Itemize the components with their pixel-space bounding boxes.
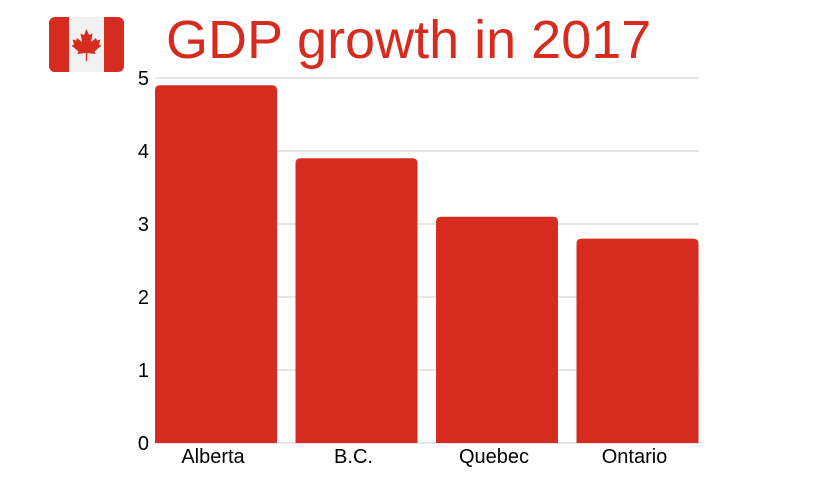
canada-flag-icon bbox=[49, 17, 124, 72]
flag-left-band bbox=[49, 17, 69, 72]
y-tick-label: 1 bbox=[138, 360, 149, 382]
y-tick-label: 5 bbox=[138, 68, 149, 90]
y-tick-label: 4 bbox=[138, 141, 149, 163]
y-axis-ticks: 0 1 2 3 4 5 bbox=[138, 68, 149, 455]
flag-right-band bbox=[104, 17, 124, 72]
bar-quebec bbox=[436, 216, 558, 443]
x-tick-label: Alberta bbox=[181, 446, 245, 468]
bars bbox=[155, 85, 699, 444]
chart-title: GDP growth in 2017 bbox=[166, 10, 652, 70]
y-tick-label: 0 bbox=[138, 433, 149, 455]
maple-leaf-icon bbox=[71, 29, 102, 61]
bar-b-c bbox=[295, 158, 418, 444]
x-axis-ticks: Alberta B.C. Quebec Ontario bbox=[181, 446, 667, 468]
x-tick-label: Quebec bbox=[459, 446, 529, 468]
x-tick-label: B.C. bbox=[334, 446, 373, 468]
bar-ontario bbox=[576, 238, 699, 443]
bar-alberta bbox=[155, 85, 277, 444]
x-tick-label: Ontario bbox=[602, 446, 668, 468]
y-tick-label: 2 bbox=[138, 287, 149, 309]
y-tick-label: 3 bbox=[138, 214, 149, 236]
